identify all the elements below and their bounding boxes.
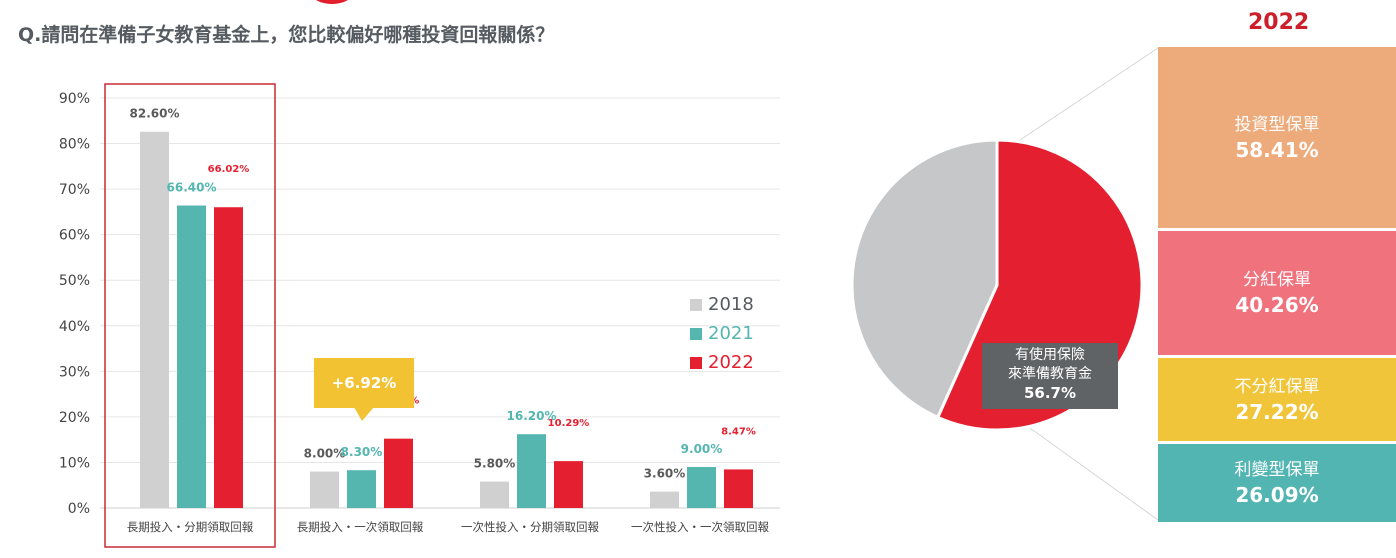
header-decor-dot (310, 0, 354, 4)
y-tick-label: 40% (59, 319, 90, 335)
pie-label-value: 56.7% (1023, 384, 1077, 402)
pie-year-title: 2022 (1248, 10, 1310, 35)
y-tick-label: 20% (59, 410, 90, 426)
pie-slice-label: 有使用保險 來準備教育金 56.7% (982, 343, 1118, 409)
breakdown-value: 26.09% (1235, 483, 1319, 507)
bar-2021 (687, 467, 716, 508)
y-tick-label: 80% (59, 137, 90, 153)
legend-label-2018: 2018 (708, 294, 754, 315)
callout-tail (354, 407, 374, 421)
y-tick-label: 60% (59, 228, 90, 244)
x-category-label: 一次性投入・一次領取回報 (631, 520, 769, 534)
bar-2018 (310, 471, 339, 508)
highlight-frame (104, 83, 276, 548)
legend-swatch-2018 (690, 298, 702, 311)
pie-label-line-1: 有使用保險 (1015, 347, 1085, 363)
data-label-2022: 8.47% (721, 426, 756, 437)
change-callout: +6.92% (314, 358, 414, 421)
bar-2018 (650, 491, 679, 508)
data-label-2018: 82.60% (130, 107, 180, 121)
y-tick-label: 0% (68, 501, 90, 517)
legend-item-2022: 2022 (690, 348, 754, 377)
data-label-2022: 66.02% (208, 164, 250, 175)
pie-slice-other (850, 138, 999, 420)
breakdown-label: 利變型保單 (1234, 460, 1320, 480)
connector-line (1019, 47, 1159, 141)
data-label-2021: 66.40% (167, 181, 217, 195)
bar-2018 (480, 481, 509, 508)
chart-legend: 2018 2021 2022 (690, 290, 754, 377)
y-tick-label: 10% (59, 455, 90, 471)
breakdown-value: 40.26% (1235, 293, 1319, 317)
pie-label-line-2: 來準備教育金 (1008, 366, 1092, 382)
breakdown-label: 不分紅保單 (1234, 376, 1320, 397)
breakdown-value: 58.41% (1235, 137, 1319, 162)
data-label-2021: 16.20% (507, 409, 557, 423)
data-label-2022: 10.29% (548, 418, 590, 429)
data-label-2018: 3.60% (644, 467, 686, 481)
data-label-2021: 9.00% (681, 442, 723, 456)
legend-label-2021: 2021 (708, 323, 754, 344)
connector-line (1029, 427, 1159, 521)
breakdown-label: 投資型保單 (1234, 114, 1320, 135)
bar-2021 (347, 470, 376, 508)
breakdown-interest-sensitive: 利變型保單 26.09% (1158, 444, 1396, 522)
data-label-2021: 8.30% (341, 445, 383, 459)
bar-2022 (384, 438, 413, 508)
data-label-2018: 5.80% (474, 457, 516, 471)
bar-2018 (140, 131, 169, 508)
breakdown-non-participating: 不分紅保單 27.22% (1158, 358, 1396, 441)
bar-2022 (214, 207, 243, 508)
bar-2021 (517, 434, 546, 508)
y-tick-label: 30% (59, 364, 90, 380)
x-category-label: 長期投入・一次領取回報 (297, 520, 424, 534)
breakdown-participating: 分紅保單 40.26% (1158, 231, 1396, 355)
bar-2022 (554, 461, 583, 508)
legend-label-2022: 2022 (708, 352, 754, 373)
y-tick-label: 90% (59, 91, 90, 107)
bar-2021 (177, 205, 206, 508)
breakdown-value: 27.22% (1235, 399, 1319, 424)
question-title: Q.請問在準備子女教育基金上，您比較偏好哪種投資回報關係？ (18, 24, 555, 46)
legend-swatch-2022 (690, 356, 702, 369)
x-category-label: 長期投入・分期領取回報 (127, 520, 254, 534)
callout-text: +6.92% (314, 358, 414, 408)
legend-swatch-2021 (690, 327, 702, 340)
breakdown-label: 分紅保單 (1243, 270, 1311, 290)
legend-item-2018: 2018 (690, 290, 754, 319)
data-label-2018: 8.00% (304, 447, 346, 461)
y-tick-label: 50% (59, 273, 90, 289)
bar-2022 (724, 469, 753, 508)
y-tick-label: 70% (59, 182, 90, 198)
legend-item-2021: 2021 (690, 319, 754, 348)
breakdown-investment-linked: 投資型保單 58.41% (1158, 47, 1396, 228)
x-category-label: 一次性投入・分期領取回報 (461, 520, 599, 534)
